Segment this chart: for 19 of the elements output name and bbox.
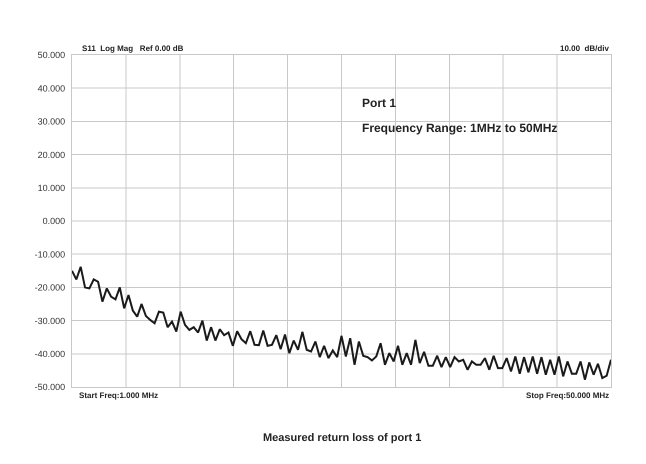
y-tick-label: 40.000 bbox=[38, 83, 66, 94]
y-tick-label: -20.000 bbox=[34, 282, 66, 293]
text: Start Freq:1.000 MHz bbox=[79, 391, 158, 400]
y-tick-label: 10.000 bbox=[38, 182, 66, 193]
y-tick-label: -50.000 bbox=[34, 382, 66, 392]
annotation: Frequency Range: 1MHz to 50MHz bbox=[362, 121, 558, 135]
y-tick-label: 50.000 bbox=[38, 50, 66, 60]
text: Stop Freq:50.000 MHz bbox=[526, 391, 610, 400]
y-tick-label: 0.000 bbox=[42, 216, 66, 226]
line-series bbox=[72, 266, 611, 381]
y-tick-label: 20.000 bbox=[38, 150, 66, 160]
y-tick-label: -10.000 bbox=[34, 249, 66, 260]
text: Measured return loss of port 1 bbox=[263, 432, 422, 444]
y-tick-label: -40.000 bbox=[34, 348, 66, 359]
text: S11 Log Mag Ref 0.00 dB bbox=[82, 44, 184, 53]
annotation: Port 1 bbox=[362, 96, 396, 110]
text: 10.00 dB/div bbox=[560, 44, 610, 53]
y-tick-label: -30.000 bbox=[34, 316, 66, 326]
y-tick-label: 30.000 bbox=[38, 116, 66, 127]
